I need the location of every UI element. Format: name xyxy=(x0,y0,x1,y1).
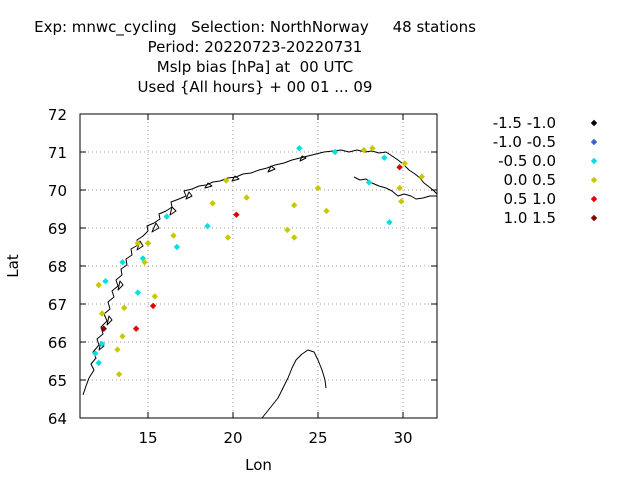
y-tick-label: 72 xyxy=(48,106,67,124)
legend-marker xyxy=(590,214,598,222)
data-point xyxy=(291,202,298,209)
chart-hours: Used {All hours} + 00 01 ... 09 xyxy=(137,78,373,96)
data-point xyxy=(132,325,140,332)
x-tick-label: 15 xyxy=(138,429,157,447)
data-point xyxy=(151,293,158,300)
data-point xyxy=(396,184,403,192)
chart-title-block: Exp: mnwc_cycling Selection: NorthNorway… xyxy=(0,0,510,97)
data-point xyxy=(114,346,121,353)
legend-label: 1.0 1.5 xyxy=(504,209,556,227)
data-point xyxy=(323,207,330,215)
legend-label: -1.0 -0.5 xyxy=(493,133,556,151)
data-point xyxy=(163,213,170,220)
data-point xyxy=(204,222,211,230)
axis-tick-labels: 15 20 25 30 64 65 66 67 68 69 70 71 72 xyxy=(48,106,413,447)
chart-period: Period: 20220723-20220731 xyxy=(147,38,363,56)
data-point xyxy=(418,173,425,180)
data-point xyxy=(224,234,232,241)
coastline-gulf-of-bothnia xyxy=(261,349,327,419)
data-point xyxy=(233,211,240,218)
y-tick-label: 65 xyxy=(48,372,67,390)
data-point xyxy=(243,194,250,201)
data-point xyxy=(331,148,339,156)
data-point xyxy=(95,359,102,367)
data-point xyxy=(401,160,408,167)
legend-label: 0.5 1.0 xyxy=(504,190,556,208)
data-point xyxy=(173,243,181,251)
x-tick-label: 20 xyxy=(223,429,242,447)
data-point xyxy=(209,200,216,207)
data-point xyxy=(360,146,368,154)
y-tick-label: 69 xyxy=(48,220,67,238)
data-point xyxy=(121,304,128,311)
data-point xyxy=(102,278,109,285)
y-tick-label: 70 xyxy=(48,182,67,200)
y-tick-label: 66 xyxy=(48,334,67,352)
data-point xyxy=(92,350,99,357)
data-point xyxy=(398,198,405,205)
data-point xyxy=(314,184,322,192)
legend-label: -0.5 0.0 xyxy=(498,152,556,170)
x-tick-label: 30 xyxy=(393,429,412,447)
data-point xyxy=(98,310,106,317)
data-points xyxy=(92,145,425,378)
legend-label: 0.0 0.5 xyxy=(504,171,556,189)
data-point xyxy=(115,371,123,378)
data-point xyxy=(95,281,102,289)
grid-lines xyxy=(80,114,437,418)
y-axis-label: Lat xyxy=(4,254,22,278)
y-tick-label: 67 xyxy=(48,296,67,314)
data-point xyxy=(98,340,106,348)
data-point xyxy=(170,232,177,239)
data-point xyxy=(119,259,126,266)
data-point xyxy=(396,164,403,171)
y-tick-label: 64 xyxy=(48,410,67,428)
y-tick-label: 71 xyxy=(48,144,67,162)
legend-marker xyxy=(590,176,598,184)
data-point xyxy=(141,259,148,266)
data-point xyxy=(134,289,141,296)
data-point xyxy=(365,179,373,186)
legend: -1.5 -1.0-1.0 -0.5-0.5 0.00.0 0.50.5 1.0… xyxy=(493,114,598,227)
coastline-main xyxy=(82,149,438,396)
axis-ticks xyxy=(80,113,437,419)
legend-label: -1.5 -1.0 xyxy=(493,114,556,132)
legend-marker xyxy=(590,119,598,127)
data-point xyxy=(100,325,107,332)
data-point xyxy=(119,333,126,340)
data-point xyxy=(284,226,291,234)
x-axis-label: Lon xyxy=(245,456,272,474)
data-point xyxy=(149,302,157,310)
chart-parameter: Mslp bias [hPa] at 00 UTC xyxy=(156,58,354,76)
data-point xyxy=(291,234,298,241)
data-point xyxy=(381,154,388,161)
legend-marker xyxy=(590,195,598,203)
data-point xyxy=(369,145,376,152)
chart-title: Exp: mnwc_cycling Selection: NorthNorway… xyxy=(34,18,476,36)
x-tick-label: 25 xyxy=(308,429,327,447)
y-tick-label: 68 xyxy=(48,258,67,276)
data-point xyxy=(296,145,303,152)
data-point xyxy=(223,177,230,184)
data-point xyxy=(134,240,141,247)
legend-marker xyxy=(590,138,598,146)
coastline-inland-border xyxy=(353,176,437,200)
data-point xyxy=(386,219,393,226)
legend-marker xyxy=(590,157,598,165)
data-point xyxy=(144,240,152,247)
